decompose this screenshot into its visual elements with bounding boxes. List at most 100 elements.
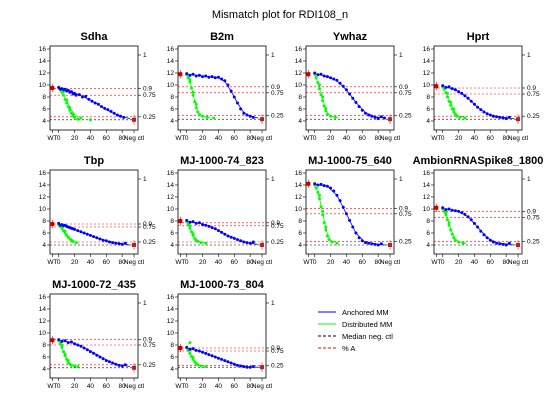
anchored-mm-point: [444, 208, 448, 212]
y-tick-label: 4: [426, 118, 430, 125]
anchored-mm-point: [466, 215, 470, 219]
y-tick-label: 12: [167, 70, 175, 77]
anchored-mm-point: [239, 107, 243, 111]
anchored-mm-point: [232, 362, 236, 366]
distributed-mm-point: [189, 86, 193, 90]
distributed-mm-point: [324, 106, 328, 110]
anchored-mm-point: [498, 242, 502, 246]
anchored-mm-point: [213, 76, 217, 80]
anchored-mm-point: [360, 239, 364, 243]
wt-marker: [50, 86, 55, 90]
panel-2: B2m 4 6 8 10 12 14 16 0.25 0.750.9 1 WT 0 20 40 60 80Neg…: [167, 31, 284, 142]
panel-title: MJ-1000-74_823: [180, 155, 264, 167]
y-right-tick-label: 1: [527, 176, 531, 183]
anchored-mm-point: [373, 242, 377, 246]
anchored-mm-point: [466, 96, 470, 100]
y-right-tick-label: 0.9: [143, 337, 152, 344]
panel-4: Hprt 4 6 8 10 12 14 16 0.25 0.750.9 1 WT 0 20 40 60 80Ne…: [423, 31, 540, 142]
anchored-mm-point: [123, 241, 127, 245]
anchored-mm-point: [469, 218, 473, 222]
anchored-mm-point: [112, 111, 116, 115]
anchored-mm-point: [73, 227, 77, 231]
y-tick-label: 16: [167, 170, 175, 177]
x-tick-label: 80: [375, 259, 383, 266]
y-tick-label: 8: [426, 94, 430, 101]
anchored-mm-point: [348, 218, 352, 222]
x-tick-label: 40: [87, 135, 95, 142]
anchored-mm-point: [251, 240, 255, 244]
distributed-mm-point: [188, 80, 192, 84]
anchored-mm-point: [100, 105, 104, 109]
distributed-mm-point: [322, 104, 326, 108]
anchored-mm-point: [76, 343, 80, 347]
anchored-mm-point: [498, 115, 502, 119]
distributed-mm-point: [445, 91, 449, 95]
x-tick-label: 20: [71, 259, 79, 266]
y-tick-label: 6: [170, 354, 174, 361]
anchored-mm-point: [360, 108, 364, 112]
anchored-mm-point: [79, 344, 83, 348]
neg-ctl-marker: [132, 243, 137, 247]
anchored-mm-point: [114, 362, 118, 366]
distributed-mm-point: [188, 226, 192, 230]
y-tick-label: 8: [170, 218, 174, 225]
y-right-tick-label: 0.75: [527, 214, 540, 221]
distributed-mm-point: [321, 95, 325, 99]
anchored-mm-point: [248, 114, 252, 118]
anchored-mm-point: [207, 75, 211, 79]
anchored-mm-point: [363, 111, 367, 115]
anchored-mm-point: [98, 355, 102, 359]
anchored-mm-point: [194, 348, 198, 352]
y-right-tick-label: 1: [271, 300, 275, 307]
anchored-mm-point: [204, 223, 208, 227]
x-tick-label: 20: [71, 383, 79, 390]
y-tick-label: 8: [42, 342, 46, 349]
y-tick-label: 6: [170, 230, 174, 237]
y-tick-label: 6: [42, 230, 46, 237]
distributed-mm-point: [61, 350, 65, 354]
wt-marker: [50, 222, 55, 226]
y-right-tick-label: 1: [399, 176, 403, 183]
anchored-mm-point: [379, 242, 383, 246]
y-tick-label: 10: [295, 82, 303, 89]
x-tick-label: WT: [303, 135, 313, 142]
distributed-mm-point: [450, 232, 454, 236]
anchored-mm-point: [85, 232, 89, 236]
distributed-mm-point: [71, 112, 75, 116]
anchored-mm-point: [460, 91, 464, 95]
anchored-mm-point: [111, 241, 115, 245]
distributed-mm-point: [316, 190, 320, 194]
x-tick-label: Neg ctl: [252, 383, 273, 390]
distributed-mm-point: [74, 241, 78, 245]
y-tick-label: 6: [426, 230, 430, 237]
anchored-mm-point: [103, 106, 107, 110]
x-tick-label: 20: [327, 259, 335, 266]
distributed-mm-point: [204, 241, 208, 245]
distributed-mm-point: [457, 240, 461, 244]
anchored-mm-point: [316, 73, 320, 77]
x-tick-label: 80: [375, 135, 383, 142]
anchored-mm-point: [248, 365, 252, 369]
y-right-tick-label: 0.25: [271, 239, 284, 246]
y-tick-label: 12: [423, 70, 431, 77]
y-tick-label: 10: [423, 206, 431, 213]
distributed-mm-point: [191, 232, 195, 236]
anchored-mm-point: [73, 342, 77, 346]
anchored-mm-point: [92, 235, 96, 239]
anchored-mm-curve: [442, 85, 515, 119]
distributed-mm-point: [196, 363, 200, 367]
y-right-tick-label: 0.25: [527, 238, 540, 245]
x-tick-label: WT: [175, 135, 185, 142]
anchored-mm-point: [210, 75, 214, 79]
x-tick-label: 60: [487, 259, 495, 266]
y-tick-label: 14: [39, 58, 47, 65]
y-right-tick-label: 0.75: [271, 90, 284, 97]
distributed-mm-point: [447, 223, 451, 227]
y-tick-label: 14: [167, 306, 175, 313]
distributed-mm-point: [445, 218, 449, 222]
anchored-mm-point: [191, 220, 195, 224]
anchored-mm-point: [207, 224, 211, 228]
anchored-mm-point: [344, 88, 348, 92]
anchored-mm-point: [338, 81, 342, 85]
anchored-mm-point: [235, 238, 239, 242]
